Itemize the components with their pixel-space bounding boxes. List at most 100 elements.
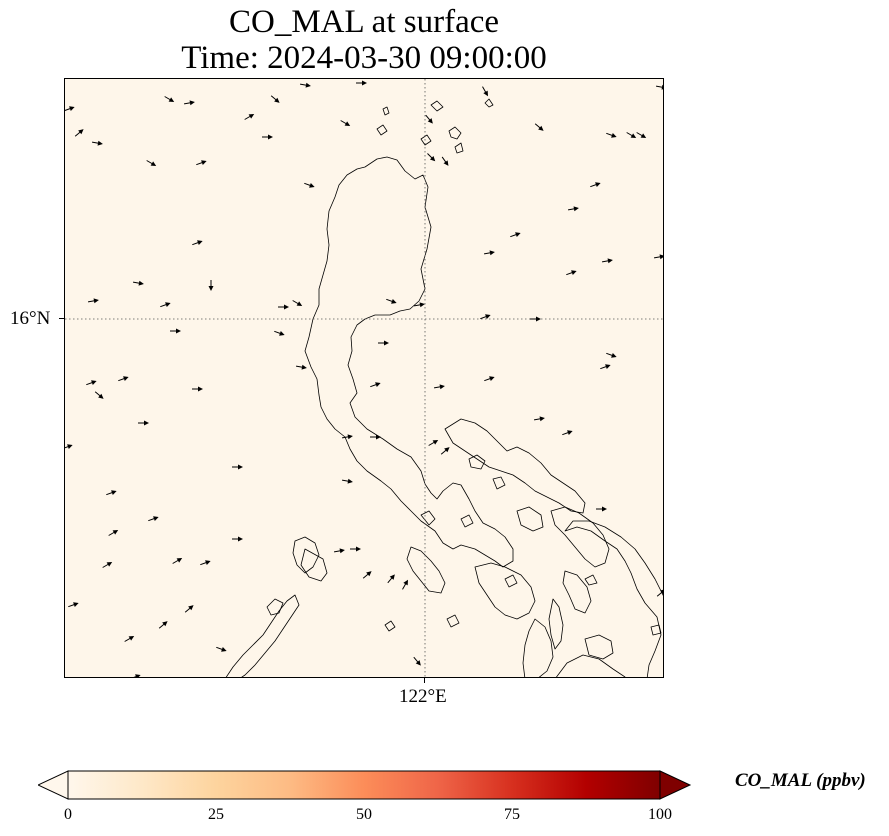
wind-arrow	[533, 416, 545, 422]
wind-arrow	[427, 153, 436, 162]
wind-arrow	[333, 548, 345, 554]
wind-arrow	[208, 280, 214, 291]
wind-arrow	[567, 206, 579, 212]
wind-arrow	[94, 391, 104, 399]
wind-arrow	[656, 589, 663, 597]
map-canvas	[65, 79, 663, 677]
wind-vectors	[65, 80, 663, 677]
wind-arrow	[340, 120, 351, 126]
wind-arrow	[102, 562, 113, 568]
colorbar-tick-25: 25	[208, 806, 224, 823]
colorbar-label: CO_MAL (ppbv)	[735, 770, 866, 791]
wind-arrow	[356, 80, 367, 86]
wind-arrow	[170, 328, 181, 334]
wind-arrow	[428, 440, 439, 446]
wind-arrow	[172, 558, 183, 564]
wind-arrow	[483, 250, 495, 256]
colorbar-tick-50: 50	[356, 806, 372, 823]
wind-arrow	[138, 420, 149, 426]
wind-arrow	[370, 382, 381, 388]
wind-arrow	[606, 132, 617, 138]
wind-arrow	[655, 84, 663, 90]
wind-arrow	[108, 530, 119, 536]
wind-arrow	[65, 106, 75, 112]
wind-arrow	[68, 602, 79, 608]
wind-arrow	[124, 636, 135, 642]
wind-arrow	[362, 571, 372, 579]
wind-arrow	[413, 656, 421, 666]
wind-arrow	[295, 364, 307, 370]
lon-tick-mark	[424, 678, 425, 683]
wind-arrow	[232, 536, 243, 542]
wind-arrow	[386, 298, 397, 304]
wind-arrow	[164, 96, 175, 102]
wind-arrow	[192, 240, 203, 246]
lat-tick-label: 16°N	[10, 308, 51, 329]
wind-arrow	[196, 160, 207, 166]
wind-arrow	[653, 254, 663, 260]
lat-tick-mark	[59, 318, 64, 319]
wind-arrow	[601, 258, 613, 264]
wind-arrow	[425, 114, 433, 124]
wind-arrow	[299, 82, 311, 88]
plot-time-subtitle: Time: 2024-03-30 09:00:00	[181, 40, 547, 76]
map-panel	[64, 78, 664, 678]
wind-arrow	[270, 95, 280, 103]
wind-arrow	[350, 546, 361, 552]
wind-arrow	[440, 447, 450, 455]
wind-arrow	[590, 182, 601, 188]
lon-tick-label: 122°E	[399, 686, 447, 707]
wind-arrow	[86, 380, 97, 386]
wind-arrow	[370, 434, 381, 440]
wind-arrow	[510, 232, 521, 238]
colorbar-tick-0: 0	[64, 806, 72, 823]
wind-arrow	[232, 464, 243, 470]
wind-arrow	[600, 364, 611, 370]
wind-arrow	[562, 430, 573, 436]
wind-arrow	[596, 506, 607, 512]
wind-arrow	[192, 386, 203, 392]
wind-arrow	[636, 132, 647, 138]
wind-arrow	[530, 316, 541, 322]
colorbar-tick-100: 100	[648, 806, 672, 823]
wind-arrow	[278, 304, 289, 310]
wind-arrow	[480, 314, 491, 320]
wind-arrow	[148, 516, 159, 522]
colorbar-gradient	[67, 770, 661, 800]
wind-arrow	[402, 579, 408, 590]
wind-arrow	[304, 182, 315, 188]
wind-arrow	[534, 123, 544, 131]
wind-arrow	[484, 376, 495, 382]
wind-arrow	[183, 100, 195, 106]
wind-arrow	[441, 156, 449, 166]
wind-arrow	[158, 621, 168, 629]
wind-arrow	[65, 444, 73, 450]
wind-arrow	[413, 302, 425, 308]
wind-arrow	[606, 352, 617, 358]
plot-title: CO_MAL at surface	[228, 4, 500, 40]
wind-arrow	[130, 674, 141, 677]
wind-arrow	[387, 574, 395, 584]
colorbar-extend-max	[659, 770, 692, 800]
wind-arrow	[74, 129, 84, 137]
colorbar-extend-min	[38, 770, 69, 800]
coastline	[225, 98, 663, 677]
wind-arrow	[566, 270, 577, 276]
wind-arrow	[184, 605, 194, 613]
wind-arrow	[118, 376, 129, 382]
wind-arrow	[626, 132, 637, 138]
wind-arrow	[91, 140, 103, 146]
wind-arrow	[292, 300, 303, 306]
wind-arrow	[87, 298, 99, 304]
wind-arrow	[244, 114, 255, 120]
wind-arrow	[262, 134, 273, 140]
wind-arrow	[482, 86, 488, 97]
wind-arrow	[216, 646, 227, 652]
wind-arrow	[378, 340, 389, 346]
wind-arrow	[146, 160, 157, 166]
colorbar	[38, 770, 692, 800]
wind-arrow	[132, 280, 144, 286]
wind-arrow	[106, 490, 117, 496]
wind-arrow	[341, 434, 353, 440]
wind-arrow	[200, 560, 211, 566]
